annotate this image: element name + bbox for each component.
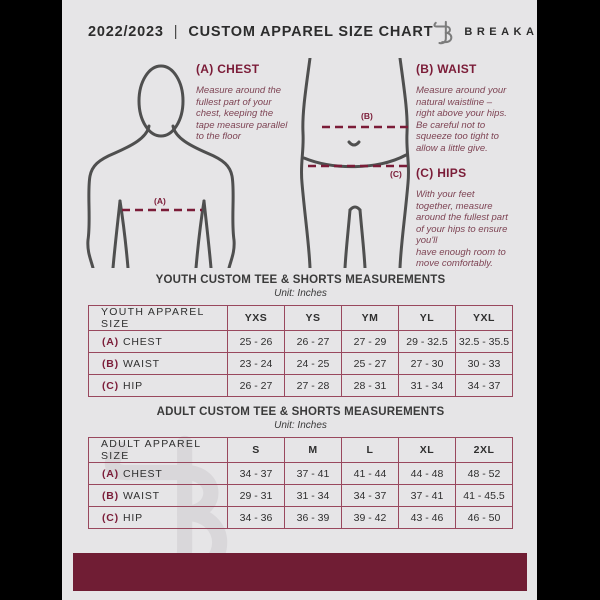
measurement-value-cell: 39 - 42: [341, 506, 399, 529]
waist-guide-section: (B) WAIST Measure around your natural wa…: [416, 62, 531, 154]
measurement-value-cell: 43 - 46: [398, 506, 456, 529]
size-column-header: YXL: [455, 305, 513, 331]
measurement-row-label: (C) HIP: [88, 506, 228, 529]
measurement-row-label: (B) WAIST: [88, 484, 228, 507]
measurement-value-cell: 26 - 27: [284, 330, 342, 353]
measurement-value-cell: 41 - 44: [341, 462, 399, 485]
size-column-header: XL: [398, 437, 456, 463]
table-row: (B) WAIST 29 - 31 31 - 34 34 - 37 37 - 41 41 -…: [88, 484, 513, 507]
measurement-value-cell: 23 - 24: [227, 352, 285, 375]
measurement-value-cell: 44 - 48: [398, 462, 456, 485]
measurement-row-label: (B) WAIST: [88, 352, 228, 375]
measurement-tag: (A): [102, 467, 119, 480]
table-header-row: ADULT APPAREL SIZE S M L XL 2XL: [88, 437, 513, 463]
measurement-value-cell: 34 - 37: [341, 484, 399, 507]
measurement-value-cell: 36 - 39: [284, 506, 342, 529]
breakaway-b-logo-icon: [433, 20, 453, 45]
measurement-value-cell: 29 - 31: [227, 484, 285, 507]
size-column-header: M: [284, 437, 342, 463]
table-header-row: YOUTH APPAREL SIZE YXS YS YM YL YXL: [88, 305, 513, 331]
size-column-header: YM: [341, 305, 399, 331]
youth-size-table: YOUTH APPAREL SIZE YXS YS YM YL YXL (A) CHEST 25…: [88, 305, 513, 397]
measurement-row-label: (A) CHEST: [88, 462, 228, 485]
measurement-value-cell: 26 - 27: [227, 374, 285, 397]
waist-heading: (B) WAIST: [416, 62, 477, 76]
hips-line-label: (C): [390, 169, 402, 179]
measurement-value-cell: 32.5 - 35.5: [455, 330, 513, 353]
measurement-tag: (B): [102, 357, 119, 370]
measurement-tag: (C): [102, 379, 119, 392]
measurement-value-cell: 27 - 28: [284, 374, 342, 397]
measurement-value-cell: 27 - 29: [341, 330, 399, 353]
size-column-header: YL: [398, 305, 456, 331]
measurement-value-cell: 24 - 25: [284, 352, 342, 375]
apparel-size-header-cell: ADULT APPAREL SIZE: [88, 437, 228, 463]
waist-line-label: (B): [361, 111, 373, 121]
measurement-value-cell: 46 - 50: [455, 506, 513, 529]
apparel-size-header-cell: YOUTH APPAREL SIZE: [88, 305, 228, 331]
upper-body-diagram: [86, 64, 236, 268]
waist-description: Measure around your natural waistline – …: [416, 85, 507, 154]
measurement-tag: (A): [102, 335, 119, 348]
lower-body-diagram: [299, 58, 411, 268]
measurement-row-label: (A) CHEST: [88, 330, 228, 353]
measurement-tag: (B): [102, 489, 119, 502]
brand-name: BREAKAWAY: [464, 26, 537, 38]
adult-size-table-block: ADULT CUSTOM TEE & SHORTS MEASUREMENTS U…: [88, 406, 513, 529]
table-row: (A) CHEST 25 - 26 26 - 27 27 - 29 29 - 32.5 32…: [88, 330, 513, 353]
page-title: 2022/2023 | CUSTOM APPAREL SIZE CHART: [88, 24, 433, 40]
measurement-value-cell: 34 - 36: [227, 506, 285, 529]
measurement-value-cell: 34 - 37: [227, 462, 285, 485]
hips-heading: (C) HIPS: [416, 166, 467, 180]
header: 2022/2023 | CUSTOM APPAREL SIZE CHART BR…: [62, 0, 537, 50]
hips-description: With your feet together, measure around …: [416, 189, 508, 269]
table-row: (C) HIP 26 - 27 27 - 28 28 - 31 31 - 34 34 - 3…: [88, 374, 513, 397]
measurement-guide: (A) (B) (C) (A) CHEST Measure around the…: [62, 0, 537, 275]
measurement-value-cell: 41 - 45.5: [455, 484, 513, 507]
youth-size-table-block: YOUTH CUSTOM TEE & SHORTS MEASUREMENTS U…: [88, 274, 513, 397]
season-label: 2022/2023: [88, 24, 164, 40]
measurement-value-cell: 31 - 34: [398, 374, 456, 397]
brand-lockup: BREAKAWAY: [433, 18, 537, 46]
measurement-value-cell: 34 - 37: [455, 374, 513, 397]
footer-accent-bar: [73, 553, 527, 591]
measurement-value-cell: 29 - 32.5: [398, 330, 456, 353]
table-row: (B) WAIST 23 - 24 24 - 25 25 - 27 27 - 30 30 -…: [88, 352, 513, 375]
youth-table-title: YOUTH CUSTOM TEE & SHORTS MEASUREMENTS: [155, 274, 446, 286]
youth-table-unit: Unit: Inches: [274, 288, 327, 299]
adult-table-unit: Unit: Inches: [274, 420, 327, 431]
chart-title: CUSTOM APPAREL SIZE CHART: [188, 24, 434, 40]
measurement-value-cell: 37 - 41: [398, 484, 456, 507]
measurement-value-cell: 37 - 41: [284, 462, 342, 485]
measurement-value-cell: 30 - 33: [455, 352, 513, 375]
measurement-tag: (C): [102, 511, 119, 524]
size-chart-page: 2022/2023 | CUSTOM APPAREL SIZE CHART BR…: [62, 0, 537, 600]
chest-guide-section: (A) CHEST Measure around the fullest par…: [196, 62, 304, 143]
chest-description: Measure around the fullest part of your …: [196, 85, 288, 142]
measurement-row-label: (C) HIP: [88, 374, 228, 397]
size-column-header: 2XL: [455, 437, 513, 463]
measurement-value-cell: 31 - 34: [284, 484, 342, 507]
adult-table-title: ADULT CUSTOM TEE & SHORTS MEASUREMENTS: [156, 406, 445, 418]
size-column-header: YS: [284, 305, 342, 331]
measurement-value-cell: 25 - 26: [227, 330, 285, 353]
chest-line-label: (A): [154, 196, 166, 206]
table-row: (A) CHEST 34 - 37 37 - 41 41 - 44 44 - 48 48 -…: [88, 462, 513, 485]
measurement-value-cell: 25 - 27: [341, 352, 399, 375]
measurement-value-cell: 48 - 52: [455, 462, 513, 485]
size-column-header: L: [341, 437, 399, 463]
measurement-value-cell: 27 - 30: [398, 352, 456, 375]
chest-heading: (A) CHEST: [196, 62, 260, 76]
size-column-header: S: [227, 437, 285, 463]
hips-guide-section: (C) HIPS With your feet together, measur…: [416, 166, 531, 270]
adult-size-table: ADULT APPAREL SIZE S M L XL 2XL (A) CHEST 34 - 3…: [88, 437, 513, 529]
title-separator: |: [173, 24, 179, 40]
size-column-header: YXS: [227, 305, 285, 331]
measurement-value-cell: 28 - 31: [341, 374, 399, 397]
table-row: (C) HIP 34 - 36 36 - 39 39 - 42 43 - 46 46 - 5…: [88, 506, 513, 529]
